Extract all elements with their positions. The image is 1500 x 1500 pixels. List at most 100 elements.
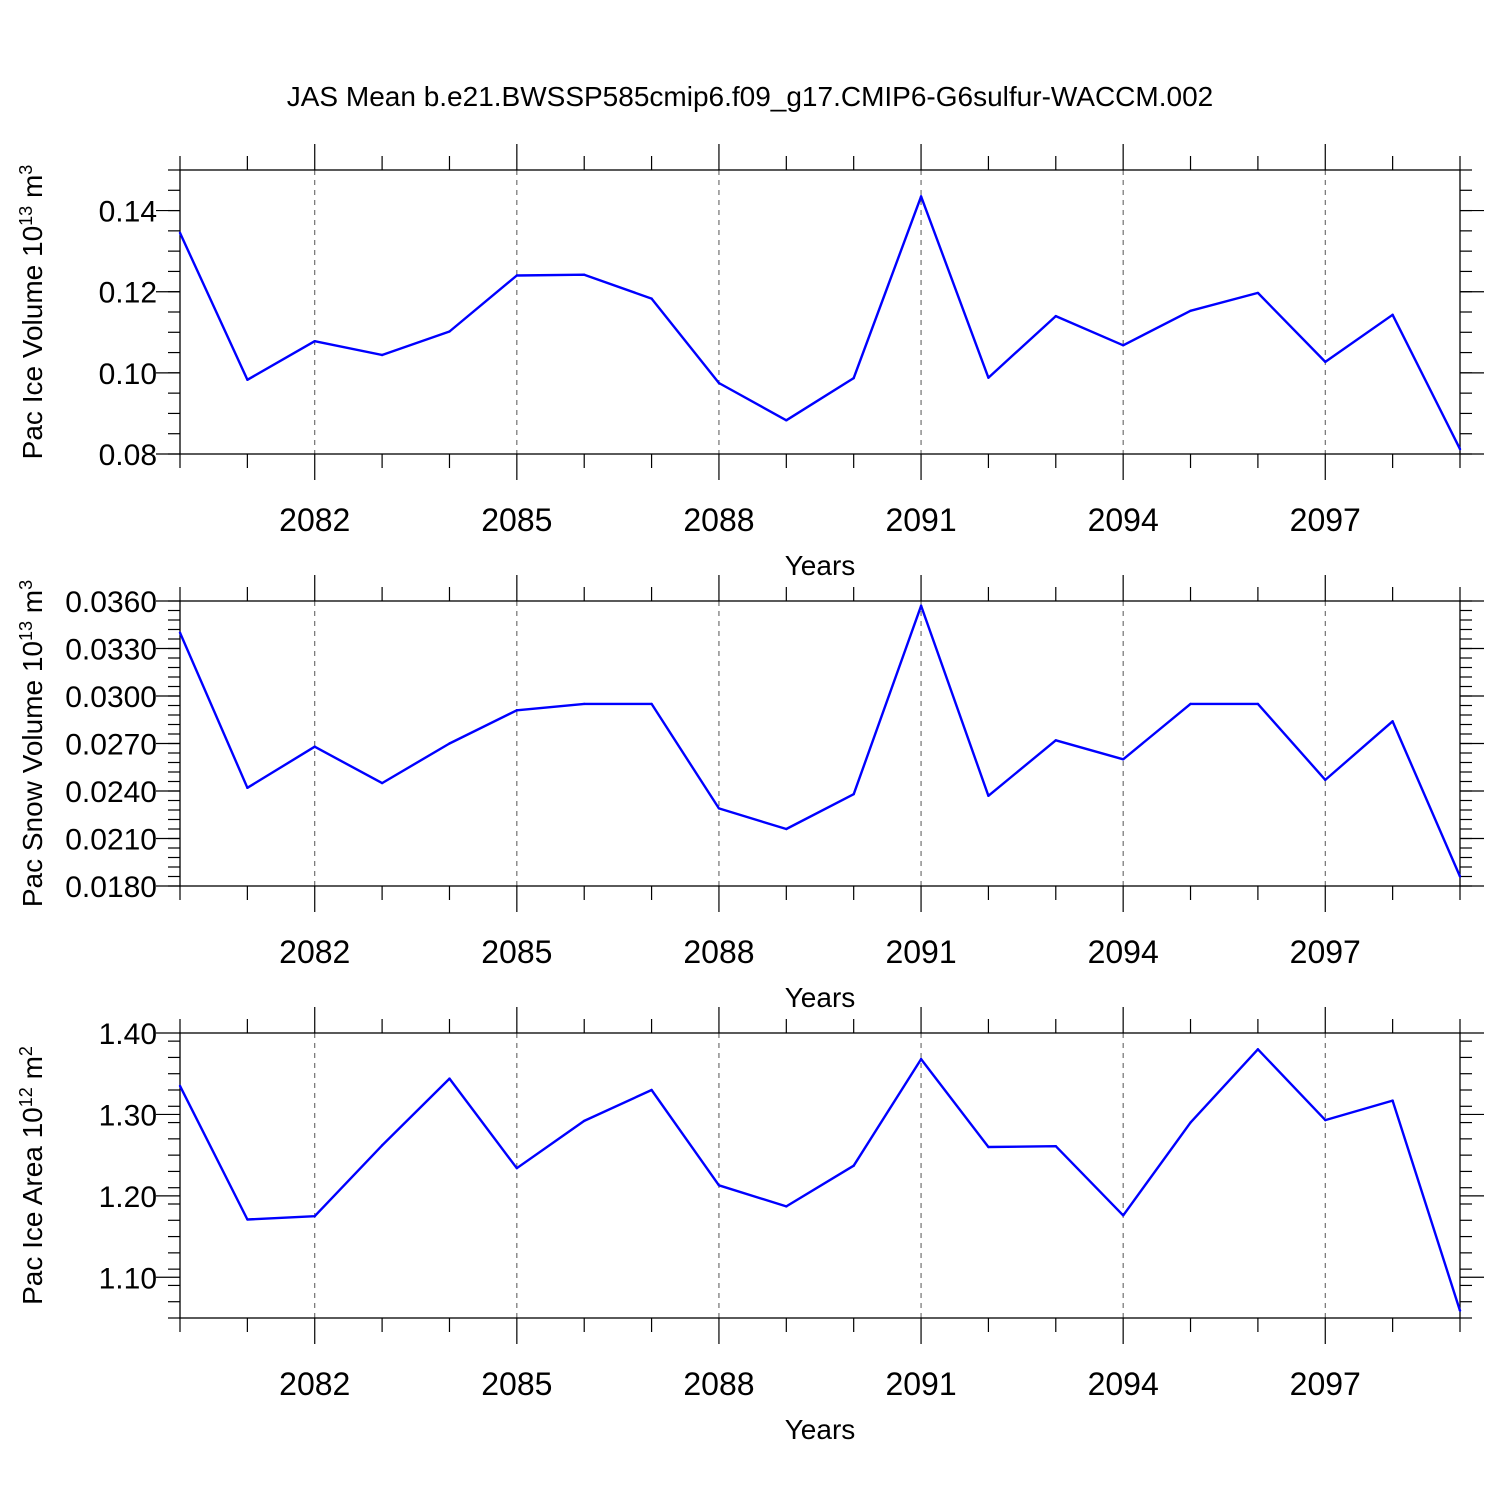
data-point [1458,1309,1462,1312]
x-tick-label: 2097 [1290,1366,1361,1402]
figure-title: JAS Mean b.e21.BWSSP585cmip6.f09_g17.CMI… [287,81,1213,112]
panel-1: 2082 2085 2088 2091 2094 2097 0.08 0.10 0.12 0.14… [16,144,1484,581]
y-tick-label: 0.0300 [65,681,157,714]
x-tick-label: 2088 [683,1366,754,1402]
data-point [1256,291,1260,295]
y-tick-label: 0.0360 [65,586,157,619]
data-point [1054,739,1057,742]
data-point [246,786,249,790]
data-point [785,827,788,831]
y-tick-label: 0.0330 [65,634,157,667]
x-tick-label: 2094 [1088,934,1159,970]
x-tick-label: 2088 [683,502,754,538]
data-point [1458,447,1462,451]
data-point [785,1205,788,1208]
data-point [1324,360,1327,364]
data-point [583,702,586,706]
x-tick-label: 2085 [481,502,552,538]
data-point [1054,314,1057,318]
data-point [1391,720,1394,723]
data-point [178,631,182,634]
plot-frame [179,600,1461,887]
panel-3: 2082 2085 2088 2091 2094 2097 1.10 1.20 1.30 1.40… [16,1007,1484,1445]
y-tick-label: 0.0270 [65,729,157,762]
panel-2: 2082 2085 2088 2091 2094 2097 0.0180 0.0210 0.02… [16,575,1484,1013]
data-point [852,1164,855,1167]
series-line [178,195,1462,450]
x-axis-label: Years [785,550,856,581]
x-axis-label: Years [785,982,856,1013]
data-point [785,419,788,422]
data-point [987,794,990,797]
data-point [583,273,586,276]
data-point [650,1088,653,1092]
data-point [1458,875,1462,878]
data-point [448,1077,451,1080]
x-tick-label: 2091 [885,1366,956,1402]
data-point [1324,1118,1327,1122]
data-point [1391,1099,1394,1102]
y-tick-label: 0.0180 [65,871,157,904]
data-point [178,231,182,235]
y-tick-label: 0.10 [99,358,157,391]
data-point [1189,702,1192,706]
data-point [515,1166,519,1170]
x-axis-label: Years [785,1414,856,1445]
data-point [380,353,384,357]
y-tick-label: 0.0210 [65,824,157,857]
data-point [650,297,653,300]
x-tick-label: 2082 [279,934,350,970]
data-point [380,781,384,785]
data-point [1054,1144,1057,1148]
plot-frame [179,169,1461,455]
data-point [919,195,923,198]
data-point [313,745,316,748]
y-tick-label: 1.20 [99,1181,157,1214]
y-tick-label: 1.10 [99,1262,157,1295]
y-tick-label: 0.08 [99,439,157,472]
x-tick-label: 2082 [279,502,350,538]
data-point [1189,309,1192,312]
data-point [246,378,249,381]
y-axis-label: Pac Snow Volume 1013 m3 [16,580,48,907]
x-tick-label: 2094 [1088,1366,1159,1402]
x-tick-label: 2088 [683,934,754,970]
data-point [717,381,721,385]
data-point [246,1218,249,1221]
data-point [1391,313,1394,317]
data-point [515,709,519,712]
data-point [1256,702,1260,706]
data-point [717,1184,721,1187]
x-tick-label: 2094 [1088,502,1159,538]
data-point [1256,1048,1260,1051]
series-line [178,1048,1462,1312]
data-point [1324,778,1327,782]
data-point [650,702,653,706]
series-line [178,604,1462,877]
data-point [852,376,855,380]
data-point [852,792,855,796]
data-point [1121,1214,1125,1217]
data-point [313,1215,316,1218]
data-point [987,376,990,379]
x-tick-label: 2082 [279,1366,350,1402]
panels: 2082 2085 2088 2091 2094 2097 0.08 0.10 0.12 0.14… [16,144,1484,1445]
data-point [380,1144,384,1147]
plot-frame [179,1032,1461,1319]
x-tick-label: 2091 [885,934,956,970]
data-point [919,604,923,607]
y-tick-label: 1.30 [99,1099,157,1132]
data-point [448,742,451,745]
data-point [515,274,519,277]
x-tick-label: 2085 [481,1366,552,1402]
data-point [313,340,316,343]
data-point [178,1084,182,1088]
data-point [919,1057,923,1061]
data-point [987,1145,990,1149]
x-tick-label: 2097 [1290,934,1361,970]
x-tick-label: 2091 [885,502,956,538]
y-tick-label: 0.14 [99,196,157,229]
data-point [717,807,721,810]
data-point [448,330,451,333]
y-axis-label: Pac Ice Volume 1013 m3 [16,165,48,460]
